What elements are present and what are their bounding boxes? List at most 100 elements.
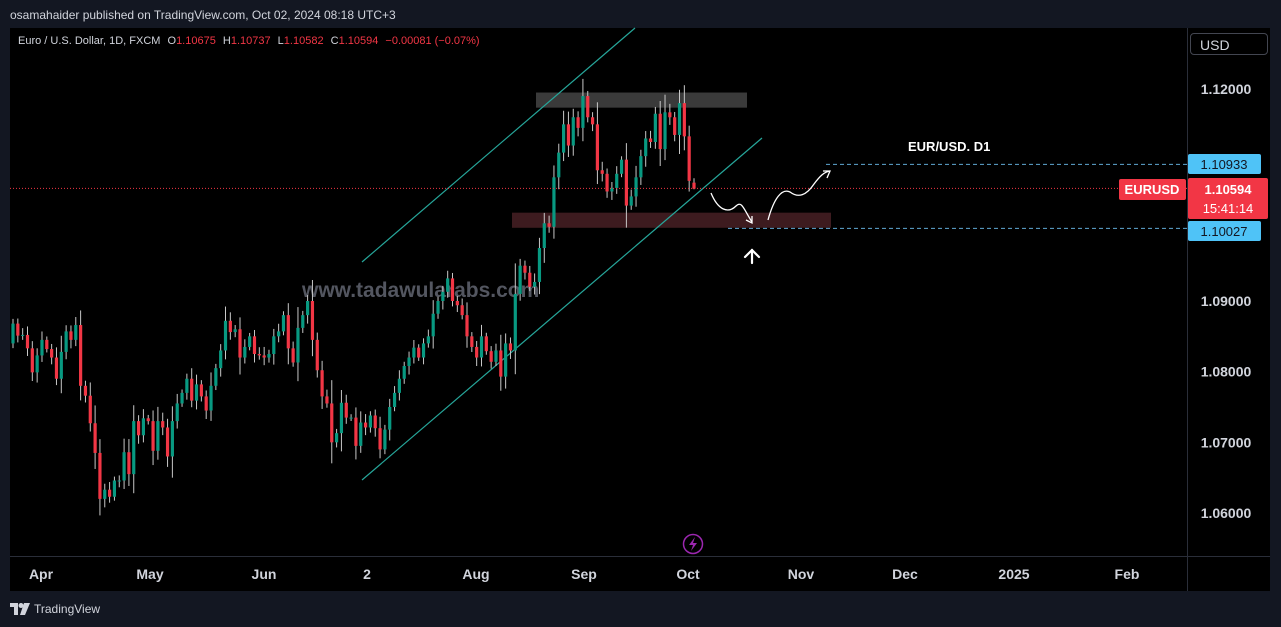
candle-body [615, 173, 619, 188]
candle-body [301, 315, 305, 328]
candle-body [566, 124, 571, 146]
candle-body [446, 278, 450, 292]
time-tick-label: Dec [892, 566, 918, 582]
candle-body [561, 124, 566, 153]
candle-body [378, 428, 382, 450]
candle-body [286, 315, 290, 349]
candle-body [98, 452, 102, 499]
support-zone [512, 212, 831, 228]
candle-body [470, 336, 474, 347]
candle-body [103, 489, 107, 499]
time-tick-label: Jun [252, 566, 277, 582]
candle-body [344, 402, 348, 418]
currency-button[interactable]: USD [1190, 33, 1268, 55]
candle-body [542, 223, 546, 248]
candle-body [11, 323, 15, 344]
candle-body [504, 343, 508, 377]
time-tick-label: 2025 [998, 566, 1029, 582]
candle-body [122, 452, 126, 481]
candle-body [262, 355, 266, 358]
candle-body [653, 113, 657, 142]
candle-body [402, 366, 406, 379]
candle-body [199, 384, 203, 397]
candles [11, 78, 696, 516]
projection-down-leg [710, 192, 753, 223]
svg-text:1.10933: 1.10933 [1201, 157, 1248, 172]
candle-body [644, 138, 648, 157]
candle-body [50, 349, 54, 358]
svg-text:EURUSD: EURUSD [1125, 182, 1180, 197]
candle-body [624, 159, 628, 206]
candle-body [248, 336, 252, 347]
tradingview-logo[interactable]: TradingView [10, 602, 100, 616]
candle-body [272, 336, 276, 354]
candle-body [21, 334, 25, 336]
candle-body [639, 156, 643, 178]
candle-body [571, 117, 575, 146]
candle-body [658, 113, 662, 150]
candle-body [59, 351, 63, 379]
candle-body [513, 293, 517, 351]
candle-body [156, 421, 160, 451]
candle-body [310, 301, 315, 340]
candle-body [35, 355, 39, 373]
candle-body [228, 320, 232, 333]
candle-body [281, 315, 286, 332]
candle-body [219, 350, 223, 369]
low-value: 1.10582 [283, 35, 324, 47]
candle-body [475, 346, 479, 358]
candle-body [185, 378, 189, 393]
candle-body [363, 422, 368, 428]
ohlc-legend: Euro / U.S. Dollar, 1D, FXCM O1.10675 H1… [18, 35, 480, 47]
candle-body [586, 96, 590, 118]
resistance-zone [536, 92, 747, 108]
candle-body [334, 433, 339, 443]
candle-body [499, 350, 503, 377]
candle-body [330, 403, 334, 443]
time-tick-label: Nov [788, 566, 815, 582]
candle-body [79, 325, 83, 386]
candle-body [296, 327, 300, 363]
candle-body [619, 159, 624, 174]
high-value: 1.10737 [230, 35, 271, 47]
candle-body [417, 347, 421, 358]
candle-body [132, 421, 136, 475]
candle-body [64, 331, 68, 352]
candle-body [392, 392, 397, 407]
time-tick-label: 2 [363, 566, 371, 582]
candle-body [465, 315, 469, 337]
candle-body [590, 117, 595, 125]
price-tick-label: 1.08000 [1201, 364, 1252, 380]
candle-body [170, 421, 174, 457]
up-arrow-icon [743, 248, 761, 265]
candle-body [243, 346, 247, 358]
countdown: 15:41:14 [1203, 201, 1254, 216]
time-tick-label: May [136, 566, 163, 582]
candle-body [277, 331, 281, 337]
chart-frame[interactable] [10, 28, 1270, 591]
levels [10, 163, 1187, 229]
candle-body [581, 96, 585, 128]
candle-body [397, 378, 401, 393]
candle-body [441, 291, 445, 301]
candle-body [16, 323, 20, 336]
price-axis: 1.12000 1.09000 1.08000 1.07000 1.06000 [1201, 81, 1252, 521]
time-tick-label: Oct [676, 566, 700, 582]
channel-lower-line [361, 137, 763, 481]
candle-body [267, 354, 271, 358]
candle-body [83, 385, 88, 396]
candle-body [484, 336, 488, 352]
lightning-icon[interactable] [682, 533, 704, 555]
candle-body [93, 423, 97, 453]
candle-body [431, 313, 435, 337]
price-tick-label: 1.09000 [1201, 293, 1252, 309]
candle-body [412, 347, 416, 358]
candle-body [146, 418, 150, 422]
symbol-title: Euro / U.S. Dollar, 1D, FXCM [18, 35, 161, 47]
candle-body [74, 325, 78, 340]
resistance-price-label: 1.10933 [1188, 154, 1261, 174]
candle-body [668, 112, 672, 118]
candle-body [359, 422, 363, 446]
candle-body [383, 429, 387, 450]
